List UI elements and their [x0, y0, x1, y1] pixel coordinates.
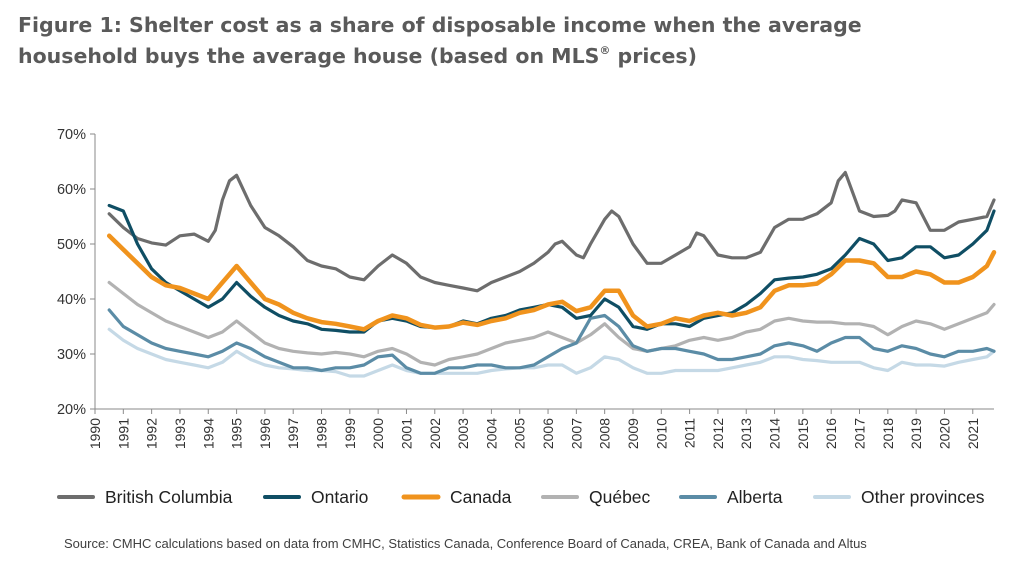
y-tick-label: 60%	[57, 182, 86, 198]
series-line-british-columbia	[107, 170, 996, 293]
legend-label-canada: Canada	[450, 487, 512, 507]
x-tick-label: 1999	[342, 418, 358, 449]
legend-label-ontario: Ontario	[311, 487, 368, 507]
y-tick-label: 50%	[57, 237, 86, 253]
x-tick-label: 2006	[540, 418, 556, 449]
x-tick-label: 1998	[314, 418, 330, 449]
series-line-canada	[106, 233, 997, 332]
x-tick-label: 1993	[172, 418, 188, 449]
x-tick-label: 1994	[200, 418, 216, 449]
chart-title: Figure 1: Shelter cost as a share of dis…	[18, 10, 978, 72]
x-tick-label: 2020	[936, 418, 952, 449]
y-tick-label: 40%	[57, 292, 86, 308]
x-tick-label: 2003	[455, 418, 471, 449]
series-line-quebec	[107, 280, 996, 367]
legend-label-british-columbia: British Columbia	[105, 487, 233, 507]
registered-mark: ®	[599, 44, 611, 57]
x-tick-label: 2018	[880, 418, 896, 449]
series-line-other-provinces	[107, 327, 996, 378]
legend-label-other-provinces: Other provinces	[861, 487, 985, 507]
y-tick-label: 30%	[57, 347, 86, 363]
y-axis: 20% 30% 40% 50% 60% 70%	[57, 127, 96, 418]
x-tick-label: 1992	[144, 418, 160, 449]
x-tick-label: 2004	[483, 418, 499, 449]
x-tick-label: 2010	[653, 418, 669, 449]
x-tick-label: 1997	[285, 418, 301, 449]
y-tick-label: 20%	[57, 402, 86, 418]
chart-title-text: Figure 1: Shelter cost as a share of dis…	[18, 13, 862, 68]
x-tick-label: 1991	[115, 418, 131, 449]
x-tick-label: 2001	[398, 418, 414, 449]
series-line-ontario	[107, 203, 996, 334]
x-tick-label: 2013	[738, 418, 754, 449]
x-tick-label: 1996	[257, 418, 273, 449]
x-tick-label: 2016	[823, 418, 839, 449]
x-axis: 1990 1991 1992 1993 1994 1995 1996 1997 1998 1999…	[87, 408, 994, 449]
x-tick-label: 2000	[370, 418, 386, 449]
x-tick-label: 2015	[795, 418, 811, 449]
source-note: Source: CMHC calculations based on data …	[64, 536, 867, 551]
x-tick-label: 2002	[427, 418, 443, 449]
legend-label-quebec: Québec	[589, 487, 651, 507]
x-tick-label: 2012	[710, 418, 726, 449]
legend-label-alberta: Alberta	[727, 487, 783, 507]
x-tick-label: 2007	[568, 418, 584, 449]
x-tick-label: 2009	[625, 418, 641, 449]
x-tick-label: 2011	[682, 418, 698, 448]
x-tick-label: 2014	[767, 418, 783, 449]
x-tick-label: 2017	[852, 418, 868, 449]
y-tick-label: 70%	[57, 127, 86, 143]
legend: British Columbia Ontario Canada Québec Alber…	[57, 487, 985, 507]
x-tick-label: 2008	[597, 418, 613, 449]
chart-title-suffix: prices)	[610, 44, 697, 68]
series-lines	[106, 170, 997, 378]
x-tick-label: 1995	[229, 418, 245, 449]
x-tick-label: 1990	[87, 418, 103, 449]
x-tick-label: 2005	[512, 418, 528, 449]
x-tick-label: 2019	[908, 418, 924, 449]
x-tick-label: 2021	[965, 418, 981, 449]
series-line-alberta	[107, 308, 996, 375]
